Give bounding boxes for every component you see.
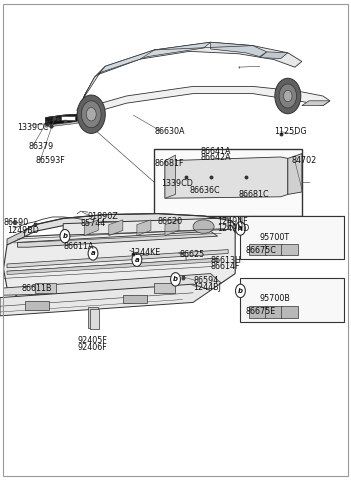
Bar: [281, 306, 298, 318]
Text: 1249BD: 1249BD: [7, 226, 39, 235]
Text: 1125DG: 1125DG: [274, 128, 306, 136]
Text: 86620: 86620: [158, 217, 183, 226]
Circle shape: [236, 222, 245, 235]
Polygon shape: [137, 220, 151, 236]
Polygon shape: [46, 74, 98, 125]
Text: 84702: 84702: [291, 156, 317, 165]
Text: 86681F: 86681F: [154, 159, 184, 168]
Text: 85744: 85744: [81, 219, 106, 228]
Text: 86590: 86590: [4, 218, 29, 227]
Polygon shape: [49, 117, 77, 125]
Circle shape: [81, 101, 101, 128]
Bar: [123, 295, 147, 303]
Text: 86611B: 86611B: [21, 285, 52, 293]
Text: 86681C: 86681C: [239, 191, 269, 199]
Bar: [265, 244, 282, 255]
Ellipse shape: [193, 220, 214, 233]
Bar: [90, 309, 99, 329]
Text: 1339CD: 1339CD: [161, 180, 193, 188]
Bar: [265, 306, 282, 318]
Bar: [281, 244, 298, 255]
Bar: [240, 278, 344, 322]
Text: 86593F: 86593F: [35, 156, 65, 165]
Text: a: a: [238, 226, 243, 231]
Bar: [154, 149, 302, 216]
Polygon shape: [63, 218, 228, 235]
Text: 1339CC: 1339CC: [18, 123, 49, 132]
Polygon shape: [4, 274, 221, 295]
Bar: [249, 244, 266, 255]
Bar: [249, 306, 266, 318]
Circle shape: [275, 78, 301, 114]
Text: 1249ND: 1249ND: [218, 224, 250, 233]
Polygon shape: [302, 101, 330, 106]
Circle shape: [60, 229, 70, 243]
Text: b: b: [238, 288, 243, 294]
Circle shape: [284, 90, 292, 102]
Text: 86613H: 86613H: [211, 256, 241, 265]
Text: 1249NF: 1249NF: [218, 217, 248, 226]
Circle shape: [132, 253, 142, 266]
Polygon shape: [211, 42, 267, 57]
Text: 86675E: 86675E: [246, 307, 276, 315]
Circle shape: [236, 284, 245, 298]
Polygon shape: [0, 284, 211, 316]
Text: 86630A: 86630A: [154, 128, 185, 136]
Text: a: a: [134, 257, 139, 263]
Polygon shape: [165, 157, 288, 198]
Text: 1244KE: 1244KE: [130, 249, 160, 257]
Polygon shape: [4, 226, 235, 302]
Text: 86641A: 86641A: [200, 147, 231, 156]
Polygon shape: [18, 231, 218, 247]
Bar: [154, 283, 176, 293]
Bar: [61, 116, 75, 120]
Polygon shape: [109, 220, 123, 236]
Polygon shape: [260, 52, 288, 59]
Text: 86636C: 86636C: [190, 186, 220, 194]
Bar: [240, 216, 344, 259]
Text: a: a: [91, 251, 95, 256]
Text: 91890Z: 91890Z: [88, 213, 119, 221]
Bar: [25, 301, 49, 310]
Polygon shape: [7, 230, 25, 245]
Polygon shape: [77, 66, 105, 114]
Bar: [35, 283, 56, 293]
Text: 1244BJ: 1244BJ: [193, 284, 221, 292]
Text: 86625: 86625: [179, 250, 204, 259]
Text: 95700T: 95700T: [260, 233, 290, 242]
Circle shape: [279, 84, 297, 108]
Circle shape: [77, 95, 105, 133]
Polygon shape: [84, 42, 302, 96]
Text: b: b: [62, 233, 67, 239]
Text: 92406F: 92406F: [77, 343, 107, 351]
Polygon shape: [7, 258, 218, 275]
Text: 86594: 86594: [193, 276, 218, 285]
Text: 95700B: 95700B: [260, 294, 291, 303]
Polygon shape: [165, 155, 176, 198]
Text: 86675C: 86675C: [246, 246, 277, 255]
Text: 92405F: 92405F: [77, 336, 107, 345]
Text: 86614F: 86614F: [211, 263, 240, 271]
Polygon shape: [46, 86, 330, 125]
Text: 86379: 86379: [28, 142, 53, 151]
Polygon shape: [288, 154, 302, 194]
Polygon shape: [84, 220, 98, 236]
Circle shape: [88, 247, 98, 260]
Polygon shape: [46, 115, 84, 127]
Circle shape: [86, 108, 96, 121]
Text: 86642A: 86642A: [200, 153, 231, 162]
Text: b: b: [173, 276, 178, 282]
Polygon shape: [7, 250, 228, 268]
Polygon shape: [46, 114, 77, 125]
Bar: [88, 307, 98, 328]
Polygon shape: [165, 220, 179, 236]
Circle shape: [171, 273, 180, 286]
Polygon shape: [98, 42, 211, 74]
Text: 86611A: 86611A: [63, 242, 94, 251]
Polygon shape: [25, 214, 235, 237]
